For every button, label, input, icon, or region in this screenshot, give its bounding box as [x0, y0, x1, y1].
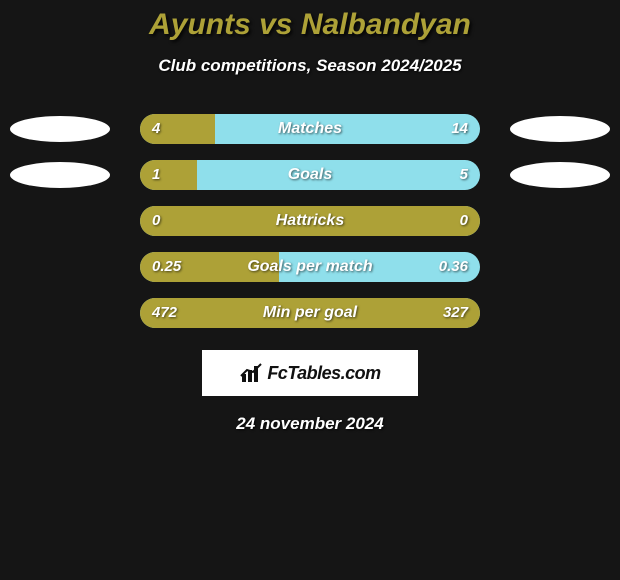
player-oval-right	[510, 162, 610, 188]
stat-row: 4Matches14	[0, 114, 620, 144]
stat-row: 472Min per goal327	[0, 298, 620, 328]
stat-bar-overlay: 1Goals5	[140, 160, 480, 190]
stat-rows: 4Matches14 1Goals5 0Hattricks0 0.25Goals pe…	[0, 114, 620, 328]
stat-label: Min per goal	[140, 298, 480, 328]
stat-bar-overlay: 0.25Goals per match0.36	[140, 252, 480, 282]
brand-text: FcTables.com	[267, 363, 380, 384]
subtitle: Club competitions, Season 2024/2025	[0, 56, 620, 76]
player-oval-right	[510, 116, 610, 142]
stat-bar-overlay: 0Hattricks0	[140, 206, 480, 236]
page-title: Ayunts vs Nalbandyan	[0, 8, 620, 42]
bar-chart-icon	[239, 362, 265, 384]
value-right: 0.36	[439, 252, 468, 282]
stat-row: 0.25Goals per match0.36	[0, 252, 620, 282]
player-oval-left	[10, 162, 110, 188]
player-oval-left	[10, 116, 110, 142]
brand-inner: FcTables.com	[204, 352, 416, 394]
date-line: 24 november 2024	[0, 414, 620, 434]
brand-box[interactable]: FcTables.com	[202, 350, 418, 396]
value-right: 327	[443, 298, 468, 328]
stat-label: Goals per match	[140, 252, 480, 282]
stat-row: 0Hattricks0	[0, 206, 620, 236]
value-right: 0	[460, 206, 468, 236]
stat-bar-overlay: 472Min per goal327	[140, 298, 480, 328]
stat-label: Matches	[140, 114, 480, 144]
value-right: 14	[451, 114, 468, 144]
comparison-card: Ayunts vs Nalbandyan Club competitions, …	[0, 0, 620, 434]
stat-bar-overlay: 4Matches14	[140, 114, 480, 144]
stat-row: 1Goals5	[0, 160, 620, 190]
stat-label: Goals	[140, 160, 480, 190]
value-right: 5	[460, 160, 468, 190]
stat-label: Hattricks	[140, 206, 480, 236]
